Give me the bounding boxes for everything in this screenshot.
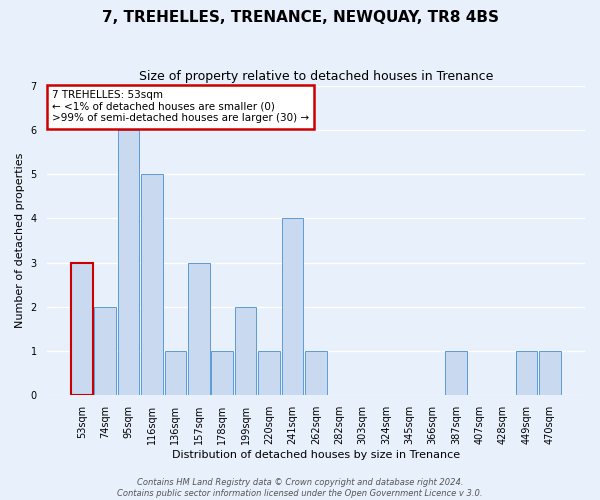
Bar	[118, 130, 139, 396]
Bar	[94, 307, 116, 396]
Bar	[188, 262, 209, 396]
Bar	[211, 351, 233, 396]
Bar	[539, 351, 560, 396]
Text: Contains HM Land Registry data © Crown copyright and database right 2024.
Contai: Contains HM Land Registry data © Crown c…	[117, 478, 483, 498]
Title: Size of property relative to detached houses in Trenance: Size of property relative to detached ho…	[139, 70, 493, 83]
X-axis label: Distribution of detached houses by size in Trenance: Distribution of detached houses by size …	[172, 450, 460, 460]
Text: 7, TREHELLES, TRENANCE, NEWQUAY, TR8 4BS: 7, TREHELLES, TRENANCE, NEWQUAY, TR8 4BS	[101, 10, 499, 25]
Y-axis label: Number of detached properties: Number of detached properties	[15, 153, 25, 328]
Bar	[515, 351, 537, 396]
Bar	[164, 351, 186, 396]
Text: 7 TREHELLES: 53sqm
← <1% of detached houses are smaller (0)
>99% of semi-detache: 7 TREHELLES: 53sqm ← <1% of detached hou…	[52, 90, 309, 124]
Bar	[305, 351, 326, 396]
Bar	[445, 351, 467, 396]
Bar	[258, 351, 280, 396]
Bar	[281, 218, 303, 396]
Bar	[141, 174, 163, 396]
Bar	[71, 262, 92, 396]
Bar	[235, 307, 256, 396]
